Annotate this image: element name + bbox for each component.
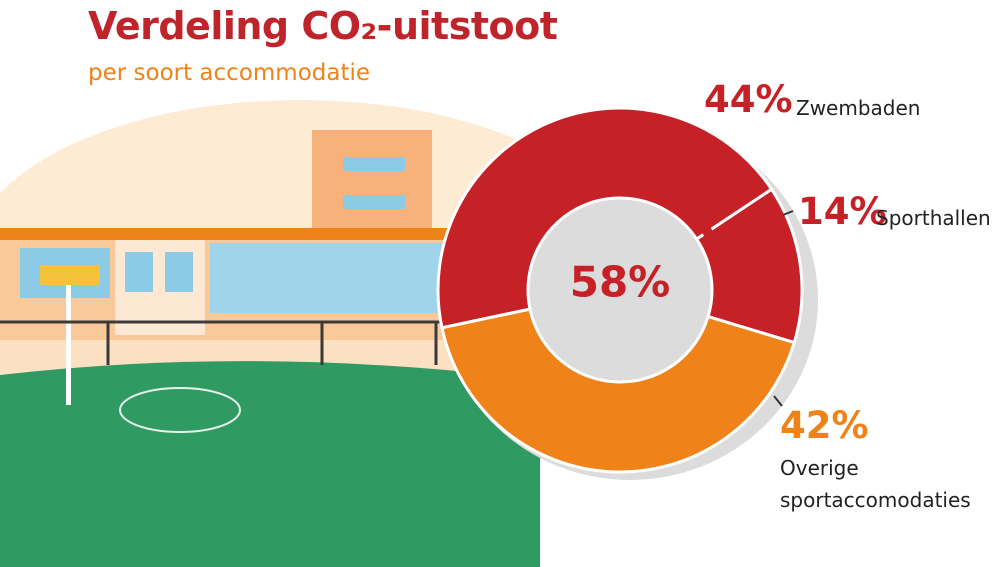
value-label: 42%	[780, 404, 869, 447]
chart-subtitle: per soort accommodatie	[88, 60, 370, 86]
page: 58% Verdeling CO₂-uitstoot per soort acc…	[0, 0, 997, 567]
center-label: 58%	[570, 258, 671, 307]
value-label: 44%	[704, 78, 793, 121]
chart-title: Verdeling CO₂-uitstoot	[88, 4, 557, 48]
field	[0, 361, 540, 567]
category-label: Sporthallen	[876, 202, 991, 234]
glass-front	[210, 243, 470, 313]
category-label: Zwembaden	[796, 92, 920, 124]
tower	[312, 130, 432, 240]
window	[165, 252, 193, 292]
window	[343, 157, 405, 171]
roof	[0, 228, 470, 240]
window	[343, 195, 405, 209]
hoop-pole	[66, 285, 71, 405]
window	[125, 252, 153, 292]
category-label: Overige sportaccomodaties	[780, 452, 970, 516]
hoop-board	[40, 265, 100, 285]
value-label: 14%	[798, 190, 887, 233]
